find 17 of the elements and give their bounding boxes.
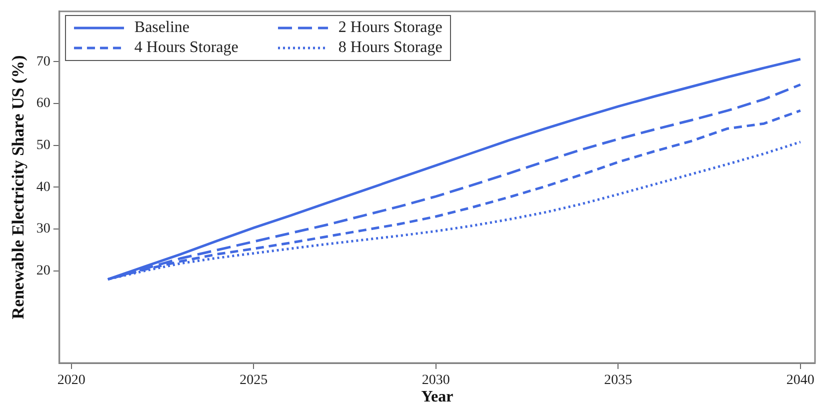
- y-tick-label: 70: [36, 54, 50, 70]
- y-tick-label: 50: [36, 138, 50, 154]
- x-tick-label: 2020: [57, 373, 86, 388]
- legend-label: 4 Hours Storage: [134, 39, 238, 58]
- y-axis-title: Renewable Electricity Share US (%): [8, 55, 28, 320]
- x-tick-label: 2035: [604, 373, 632, 388]
- legend-label: Baseline: [134, 19, 190, 38]
- y-tick-label: 20: [36, 264, 50, 279]
- y-tick-label: 30: [36, 222, 50, 237]
- x-tick-label: 2030: [422, 373, 450, 388]
- x-tick-label: 2040: [786, 373, 814, 388]
- y-tick-label: 40: [36, 180, 50, 195]
- y-tick-label: 60: [36, 96, 50, 112]
- legend-label: 2 Hours Storage: [338, 19, 442, 38]
- legend-label: 8 Hours Storage: [338, 39, 442, 58]
- x-axis-title: Year: [421, 388, 454, 406]
- x-tick-label: 2025: [240, 373, 268, 388]
